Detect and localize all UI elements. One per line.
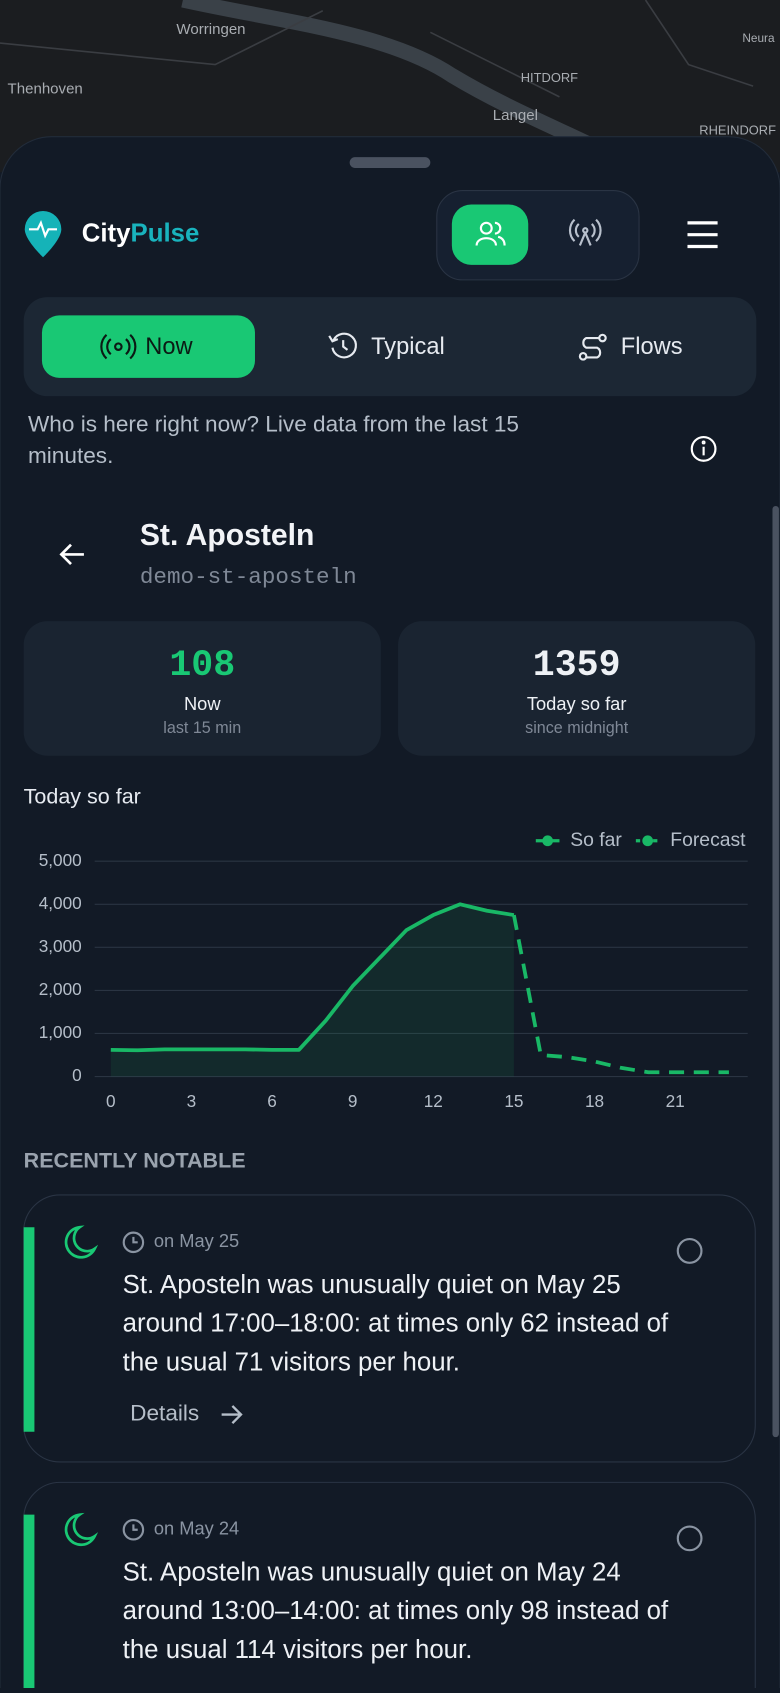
legend-label: So far [570,829,622,851]
people-mode[interactable] [451,204,529,265]
chart-title: Today so far [24,784,141,808]
moon-icon [64,1225,99,1259]
x-tick-label: 21 [666,1091,685,1111]
sensor-icon[interactable] [568,218,602,246]
description: Who is here right now? Live data from th… [27,412,520,469]
notable-date: on May 24 [154,1518,239,1539]
x-tick-label: 18 [585,1091,604,1111]
x-tick-label: 15 [504,1091,523,1111]
series-area [110,904,514,1077]
typical-icon [328,332,357,359]
legend-marker [542,835,554,847]
logo [24,211,62,258]
flows-icon [578,333,607,361]
notable-list: on May 25 St. Aposteln was unusually quie… [23,1194,756,1693]
legend-label: Forecast [670,829,746,851]
brand-part: City [82,220,131,248]
card-accent [23,1227,35,1432]
tab-label[interactable]: Now [145,334,193,360]
notable-text: St. Aposteln was unusually quiet on May … [122,1557,669,1665]
y-tick-label: 0 [72,1065,82,1085]
card-accent [23,1514,35,1693]
map-label: Thenhoven [8,80,83,97]
chart: 0 1,000 2,000 3,000 4,000 5,000 0 3 6 9 12 15 18 21 Fo… [39,829,748,1111]
stat-value: 108 [169,645,235,686]
y-tick-label: 1,000 [39,1022,82,1042]
roads [0,0,754,98]
x-tick-label: 0 [106,1091,116,1111]
map-label: HITDORF [521,70,578,85]
map-label: RHEINDORF [699,123,776,138]
stat-label: Today so far [527,693,627,714]
y-tick-label: 4,000 [39,893,82,913]
stat-label: Now [184,693,221,714]
legend-marker [642,835,654,847]
clock-icon [122,1518,145,1541]
x-tick-label: 9 [348,1091,358,1111]
series-line [512,914,729,1075]
info-icon[interactable] [676,1238,703,1264]
now-icon [100,334,137,360]
series-line [110,902,515,1053]
x-tick-label: 3 [187,1091,197,1111]
location-id: demo-st-aposteln [140,564,357,590]
notable-text-box: St. Aposteln was unusually quiet on May … [122,1270,669,1377]
stat-sub: last 15 min [163,719,241,737]
clock-hands [132,1524,138,1531]
tab-active[interactable] [41,315,255,378]
drag-handle[interactable] [349,157,431,168]
stat-card [23,621,381,756]
brand: CityPulse [82,220,200,248]
section-title: RECENTLY NOTABLE [24,1148,246,1172]
details-arrow[interactable] [221,1405,243,1425]
description-box: Who is here right now? Live data from th… [27,412,520,469]
moon-icon [64,1512,99,1547]
map-labels: Worringen Thenhoven HITDORF Langel Neura… [8,21,777,138]
clock-icon [122,1231,145,1254]
brand-part: Pulse [131,220,200,248]
clock-hands [132,1236,138,1244]
stat-value: 1359 [533,645,621,686]
y-tick-label: 3,000 [39,936,82,956]
notable-date: on May 25 [154,1230,239,1251]
map-label: Worringen [176,21,245,38]
x-tick-label: 6 [267,1091,277,1111]
people-icon [475,221,506,246]
tab-label[interactable]: Typical [371,334,445,360]
river [181,0,606,158]
notable-text: St. Aposteln was unusually quiet on May … [122,1270,669,1377]
notable-text-box: St. Aposteln was unusually quiet on May … [122,1557,669,1665]
logo-pulse [29,220,58,239]
tab-label[interactable]: Flows [621,334,683,360]
stat-sub: since midnight [525,719,629,737]
info-icon[interactable] [690,435,717,462]
y-tick-label: 2,000 [39,979,82,999]
location-name: St. Aposteln [140,519,315,552]
map-label: Neura [742,31,775,45]
details-link[interactable]: Details [130,1401,199,1426]
info-icon[interactable] [676,1525,703,1552]
y-tick-label: 5,000 [39,850,82,870]
scrollbar [772,505,779,1438]
back-button[interactable] [59,543,84,566]
x-tick-label: 12 [424,1091,443,1111]
stat-card [398,621,756,756]
menu-icon[interactable] [687,221,718,249]
map-label: Langel [493,107,538,124]
